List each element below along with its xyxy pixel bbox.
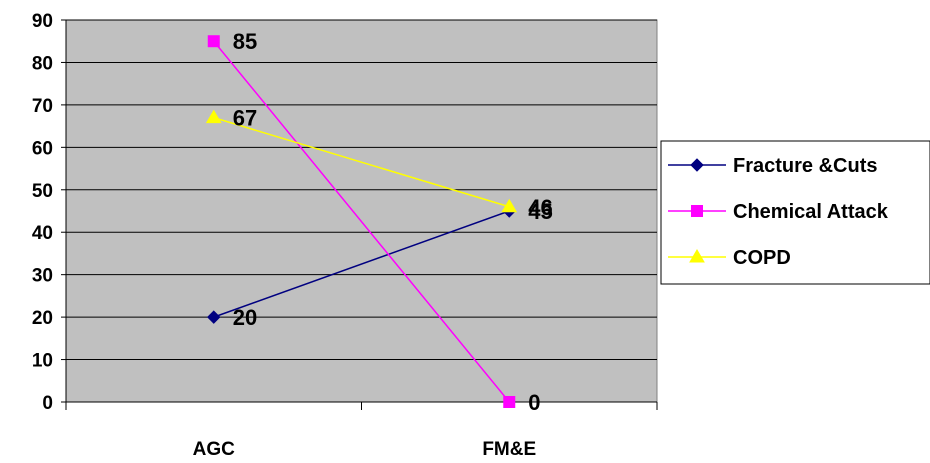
series-line	[213, 210, 510, 318]
y-tick-label: 10	[32, 351, 53, 372]
legend-label: Fracture &Cuts	[733, 155, 877, 177]
legend-marker	[689, 249, 705, 263]
axes: 0 10 20 30 40 50 60 70 80 90 AGC FM&E	[32, 11, 658, 460]
y-tick-label: 70	[32, 96, 53, 117]
y-tick-label: 30	[32, 266, 53, 287]
series-line	[213, 116, 510, 208]
legend-marker	[691, 205, 703, 217]
legend-label: Chemical Attack	[733, 201, 889, 223]
legend-label: COPD	[733, 247, 791, 269]
data-label: 45	[528, 199, 552, 224]
y-tick-label: 90	[32, 11, 53, 32]
y-tick-label: 80	[32, 53, 53, 74]
data-label: 20	[233, 305, 257, 330]
data-labels: 20 45 85 0 67 46	[233, 29, 553, 415]
x-tick-label: FM&E	[482, 439, 536, 460]
legend: Fracture &Cuts Chemical Attack COPD	[660, 140, 930, 285]
data-label: 85	[233, 29, 257, 54]
gridlines	[66, 19, 657, 361]
series-layer	[205, 35, 518, 408]
data-point	[503, 396, 516, 408]
y-tick-label: 20	[32, 308, 53, 329]
data-label: 46	[528, 195, 552, 220]
x-tick-label: AGC	[193, 439, 236, 460]
data-point	[501, 198, 518, 213]
legend-marker	[690, 158, 704, 172]
data-label: 0	[528, 390, 540, 415]
data-point	[207, 310, 221, 324]
plot-area	[65, 19, 658, 403]
data-point	[207, 35, 220, 48]
y-tick-label: 0	[42, 393, 53, 414]
y-tick-label: 40	[32, 223, 53, 244]
data-point	[205, 109, 222, 124]
y-tick-label: 60	[32, 138, 53, 159]
data-label: 67	[233, 106, 257, 131]
series-line	[213, 40, 510, 403]
y-tick-label: 50	[32, 181, 53, 202]
